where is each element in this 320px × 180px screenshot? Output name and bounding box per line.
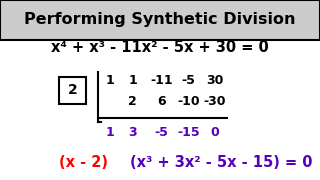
Text: 30: 30 [206,74,223,87]
Text: -10: -10 [178,95,200,108]
Text: 1: 1 [106,74,115,87]
Text: 6: 6 [157,95,166,108]
Text: -15: -15 [178,126,200,139]
Text: (x³ + 3x² - 5x - 15) = 0: (x³ + 3x² - 5x - 15) = 0 [130,155,312,170]
Text: -11: -11 [150,74,173,87]
Text: -5: -5 [182,74,196,87]
Text: -30: -30 [203,95,226,108]
Text: 0: 0 [210,126,219,139]
Text: 2: 2 [128,95,137,108]
Text: -5: -5 [155,126,169,139]
Text: 3: 3 [129,126,137,139]
FancyBboxPatch shape [59,76,86,104]
Text: x⁴ + x³ - 11x² - 5x + 30 = 0: x⁴ + x³ - 11x² - 5x + 30 = 0 [51,40,269,55]
Bar [0,0,320,40]
Text: 2: 2 [68,83,78,97]
Text: 1: 1 [128,74,137,87]
Text: (x - 2): (x - 2) [59,155,108,170]
Text: Performing Synthetic Division: Performing Synthetic Division [24,12,296,27]
Text: 1: 1 [106,126,115,139]
